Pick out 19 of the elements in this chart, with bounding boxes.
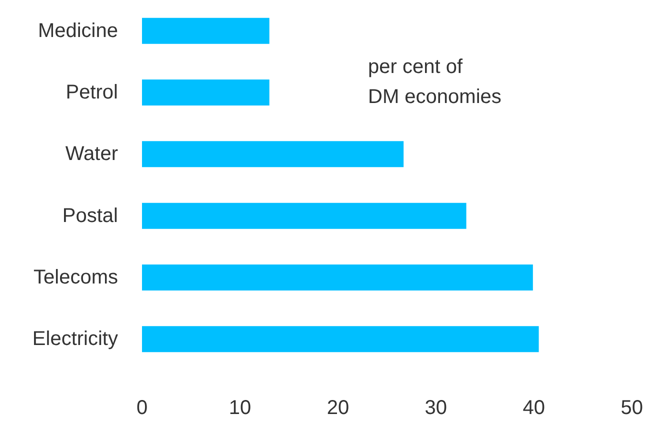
y-tick-label: Petrol <box>66 82 118 104</box>
bar <box>142 264 533 290</box>
bar <box>142 326 539 352</box>
annotation: per cent of DM economies <box>368 56 502 108</box>
x-tick-label: 40 <box>522 397 546 419</box>
bar <box>142 141 404 168</box>
x-tick-label: 50 <box>620 397 643 419</box>
y-tick-label: Water <box>65 143 118 166</box>
x-tick-label: 10 <box>228 397 252 419</box>
y-tick-label: Electricity <box>32 328 118 350</box>
x-tick-label: 30 <box>424 397 448 419</box>
y-tick-label: Postal <box>62 204 118 227</box>
x-tick-label: 0 <box>136 397 148 419</box>
y-tick-label: Medicine <box>38 20 118 42</box>
bar <box>142 80 270 106</box>
bar <box>142 18 270 44</box>
bar <box>142 202 466 229</box>
y-tick-label: Telecoms <box>34 266 118 288</box>
x-tick-label: 20 <box>326 397 350 419</box>
